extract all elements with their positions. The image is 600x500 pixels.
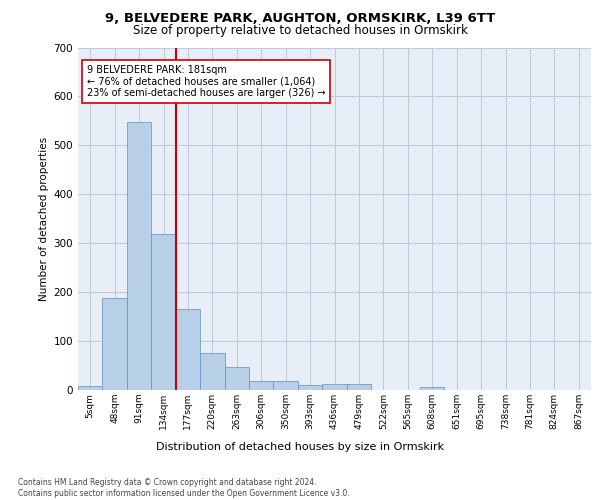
Text: 9 BELVEDERE PARK: 181sqm
← 76% of detached houses are smaller (1,064)
23% of sem: 9 BELVEDERE PARK: 181sqm ← 76% of detach… <box>86 64 325 98</box>
Bar <box>78 386 103 390</box>
Bar <box>127 122 151 390</box>
Bar <box>200 354 224 390</box>
Bar <box>347 384 371 390</box>
Bar <box>274 381 298 390</box>
Bar <box>151 234 176 390</box>
Bar <box>176 310 200 390</box>
Text: Contains HM Land Registry data © Crown copyright and database right 2024.
Contai: Contains HM Land Registry data © Crown c… <box>18 478 350 498</box>
Text: Distribution of detached houses by size in Ormskirk: Distribution of detached houses by size … <box>156 442 444 452</box>
Text: 9, BELVEDERE PARK, AUGHTON, ORMSKIRK, L39 6TT: 9, BELVEDERE PARK, AUGHTON, ORMSKIRK, L3… <box>105 12 495 26</box>
Bar <box>249 380 274 390</box>
Bar <box>103 298 127 390</box>
Bar <box>420 386 445 390</box>
Bar <box>224 368 249 390</box>
Bar <box>298 384 322 390</box>
Text: Size of property relative to detached houses in Ormskirk: Size of property relative to detached ho… <box>133 24 467 37</box>
Bar <box>322 384 347 390</box>
Y-axis label: Number of detached properties: Number of detached properties <box>40 136 49 301</box>
